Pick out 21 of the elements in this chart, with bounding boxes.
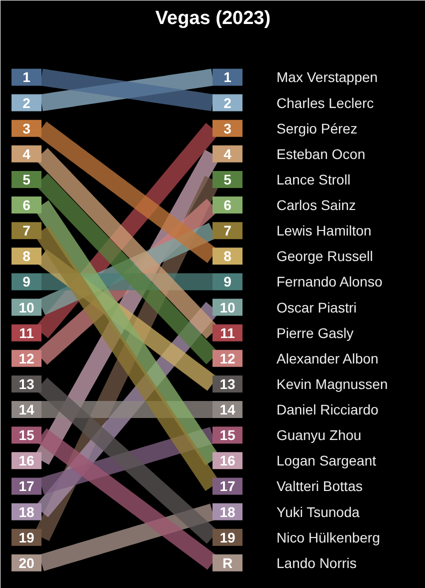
text: Lando Norris [276, 554, 357, 571]
text: Max Verstappen [276, 69, 378, 86]
text: Kevin Magnussen [276, 376, 388, 392]
text: Daniel Ricciardo [276, 402, 379, 418]
text: Lewis Hamilton [276, 222, 372, 239]
text: Lance Stroll [276, 171, 350, 188]
text: Valtteri Bottas [276, 478, 363, 494]
text: Fernando Alonso [276, 274, 383, 290]
text: Oscar Piastri [276, 299, 357, 316]
chart-title: Vegas (2023) [155, 8, 271, 29]
text: Sergio Pérez [276, 120, 358, 136]
text: Esteban Ocon [276, 146, 366, 162]
text: Logan Sargeant [276, 452, 376, 469]
text: George Russell [276, 248, 373, 264]
text: Nico Hülkenberg [276, 529, 380, 546]
text: Guanyu Zhou [276, 427, 362, 444]
text: Charles Leclerc [276, 94, 374, 111]
text: Alexander Albon [276, 350, 378, 366]
text: Pierre Gasly [276, 324, 354, 341]
text: Yuki Tsunoda [276, 504, 360, 520]
text: Carlos Sainz [276, 197, 356, 214]
